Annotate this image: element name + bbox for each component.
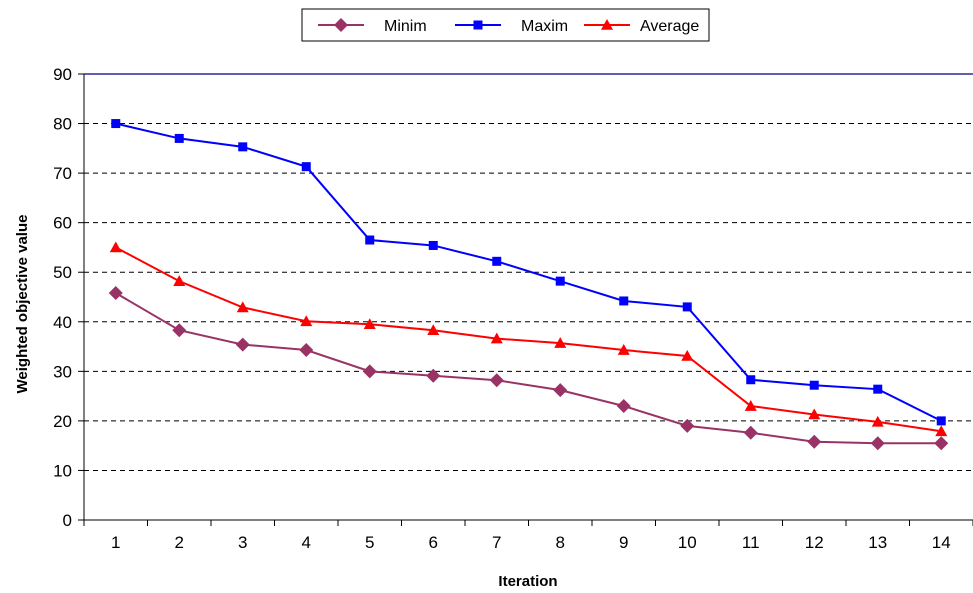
x-tick-label: 9 xyxy=(619,533,628,552)
point-minim xyxy=(235,337,250,352)
point-maxim xyxy=(301,162,311,172)
point-maxim xyxy=(809,380,819,390)
point-minim xyxy=(489,373,504,388)
series-line-maxim xyxy=(115,122,942,422)
x-tick-labels: 1 2 3 4 5 6 7 8 9 10 11 12 13 14 xyxy=(111,533,951,552)
x-tick-label: 5 xyxy=(365,533,374,552)
series-line-minim xyxy=(115,292,942,445)
y-tick-label: 0 xyxy=(63,511,72,530)
point-maxim xyxy=(492,256,502,266)
point-maxim xyxy=(619,296,629,306)
point-average xyxy=(427,324,440,336)
y-tick-label: 30 xyxy=(53,362,72,381)
x-tick-label: 8 xyxy=(556,533,565,552)
legend-marker-maxim xyxy=(473,20,483,30)
point-maxim xyxy=(111,119,121,129)
legend-label-maxim: Maxim xyxy=(521,18,568,35)
point-minim xyxy=(807,434,822,449)
point-average xyxy=(554,337,567,348)
point-average xyxy=(935,425,948,437)
y-axis-title: Weighted objective value xyxy=(14,215,31,394)
point-maxim xyxy=(936,416,946,426)
point-average xyxy=(808,408,821,420)
legend-box xyxy=(301,8,710,42)
point-minim xyxy=(362,364,377,379)
series-average xyxy=(109,241,948,437)
x-tick-label: 1 xyxy=(111,533,120,552)
y-tick-label: 40 xyxy=(53,313,72,332)
x-tick-label: 13 xyxy=(868,533,887,552)
legend-label-minim: Minim xyxy=(384,18,427,35)
point-average xyxy=(363,318,376,330)
series-group xyxy=(108,119,949,451)
series-line-average xyxy=(115,246,942,433)
point-minim xyxy=(299,343,314,358)
point-maxim xyxy=(746,375,756,385)
point-average xyxy=(173,275,186,286)
series-maxim xyxy=(111,119,946,426)
point-average xyxy=(109,241,122,253)
legend-marker-average xyxy=(601,19,613,30)
point-average xyxy=(871,415,884,427)
point-minim xyxy=(426,368,441,383)
point-minim xyxy=(934,436,949,451)
point-minim xyxy=(680,418,695,433)
y-tick-label: 90 xyxy=(53,65,72,84)
x-tick-label: 14 xyxy=(932,533,951,552)
x-axis-title: Iteration xyxy=(498,573,557,590)
x-tick-label: 4 xyxy=(302,533,311,552)
point-maxim xyxy=(238,142,248,152)
y-tick-label: 70 xyxy=(53,164,72,183)
x-tick-label: 12 xyxy=(805,533,824,552)
point-minim xyxy=(172,323,187,338)
x-tick-label: 7 xyxy=(492,533,501,552)
point-minim xyxy=(108,286,123,301)
point-average xyxy=(617,344,630,355)
series-minim xyxy=(108,286,949,451)
point-maxim xyxy=(174,133,184,143)
point-average xyxy=(236,301,249,313)
x-tick-label: 2 xyxy=(175,533,184,552)
point-average xyxy=(490,332,503,344)
x-tick-label: 11 xyxy=(742,533,760,552)
y-tick-label: 50 xyxy=(53,263,72,282)
point-maxim xyxy=(873,384,883,394)
point-average xyxy=(744,400,757,411)
x-tick-label: 10 xyxy=(678,533,697,552)
point-maxim xyxy=(428,240,438,250)
y-tick-label: 60 xyxy=(53,214,72,233)
point-average xyxy=(681,349,694,361)
legend: Minim Maxim Average xyxy=(301,8,710,42)
legend-marker-minim xyxy=(334,18,348,32)
y-tick-label: 10 xyxy=(53,461,72,480)
point-maxim xyxy=(365,235,375,245)
point-minim xyxy=(616,399,631,414)
point-minim xyxy=(870,436,885,451)
x-tick-label: 3 xyxy=(238,533,247,552)
y-tick-label: 80 xyxy=(53,115,72,134)
y-tick-label: 20 xyxy=(53,412,72,431)
x-tick-label: 6 xyxy=(429,533,438,552)
point-minim xyxy=(553,383,568,398)
point-average xyxy=(300,315,313,327)
axes xyxy=(78,73,973,526)
legend-label-average: Average xyxy=(640,18,699,35)
y-tick-labels: 0 10 20 30 40 50 60 70 80 90 xyxy=(53,65,72,530)
point-maxim xyxy=(682,302,692,312)
point-maxim xyxy=(555,276,565,286)
point-minim xyxy=(743,425,758,440)
